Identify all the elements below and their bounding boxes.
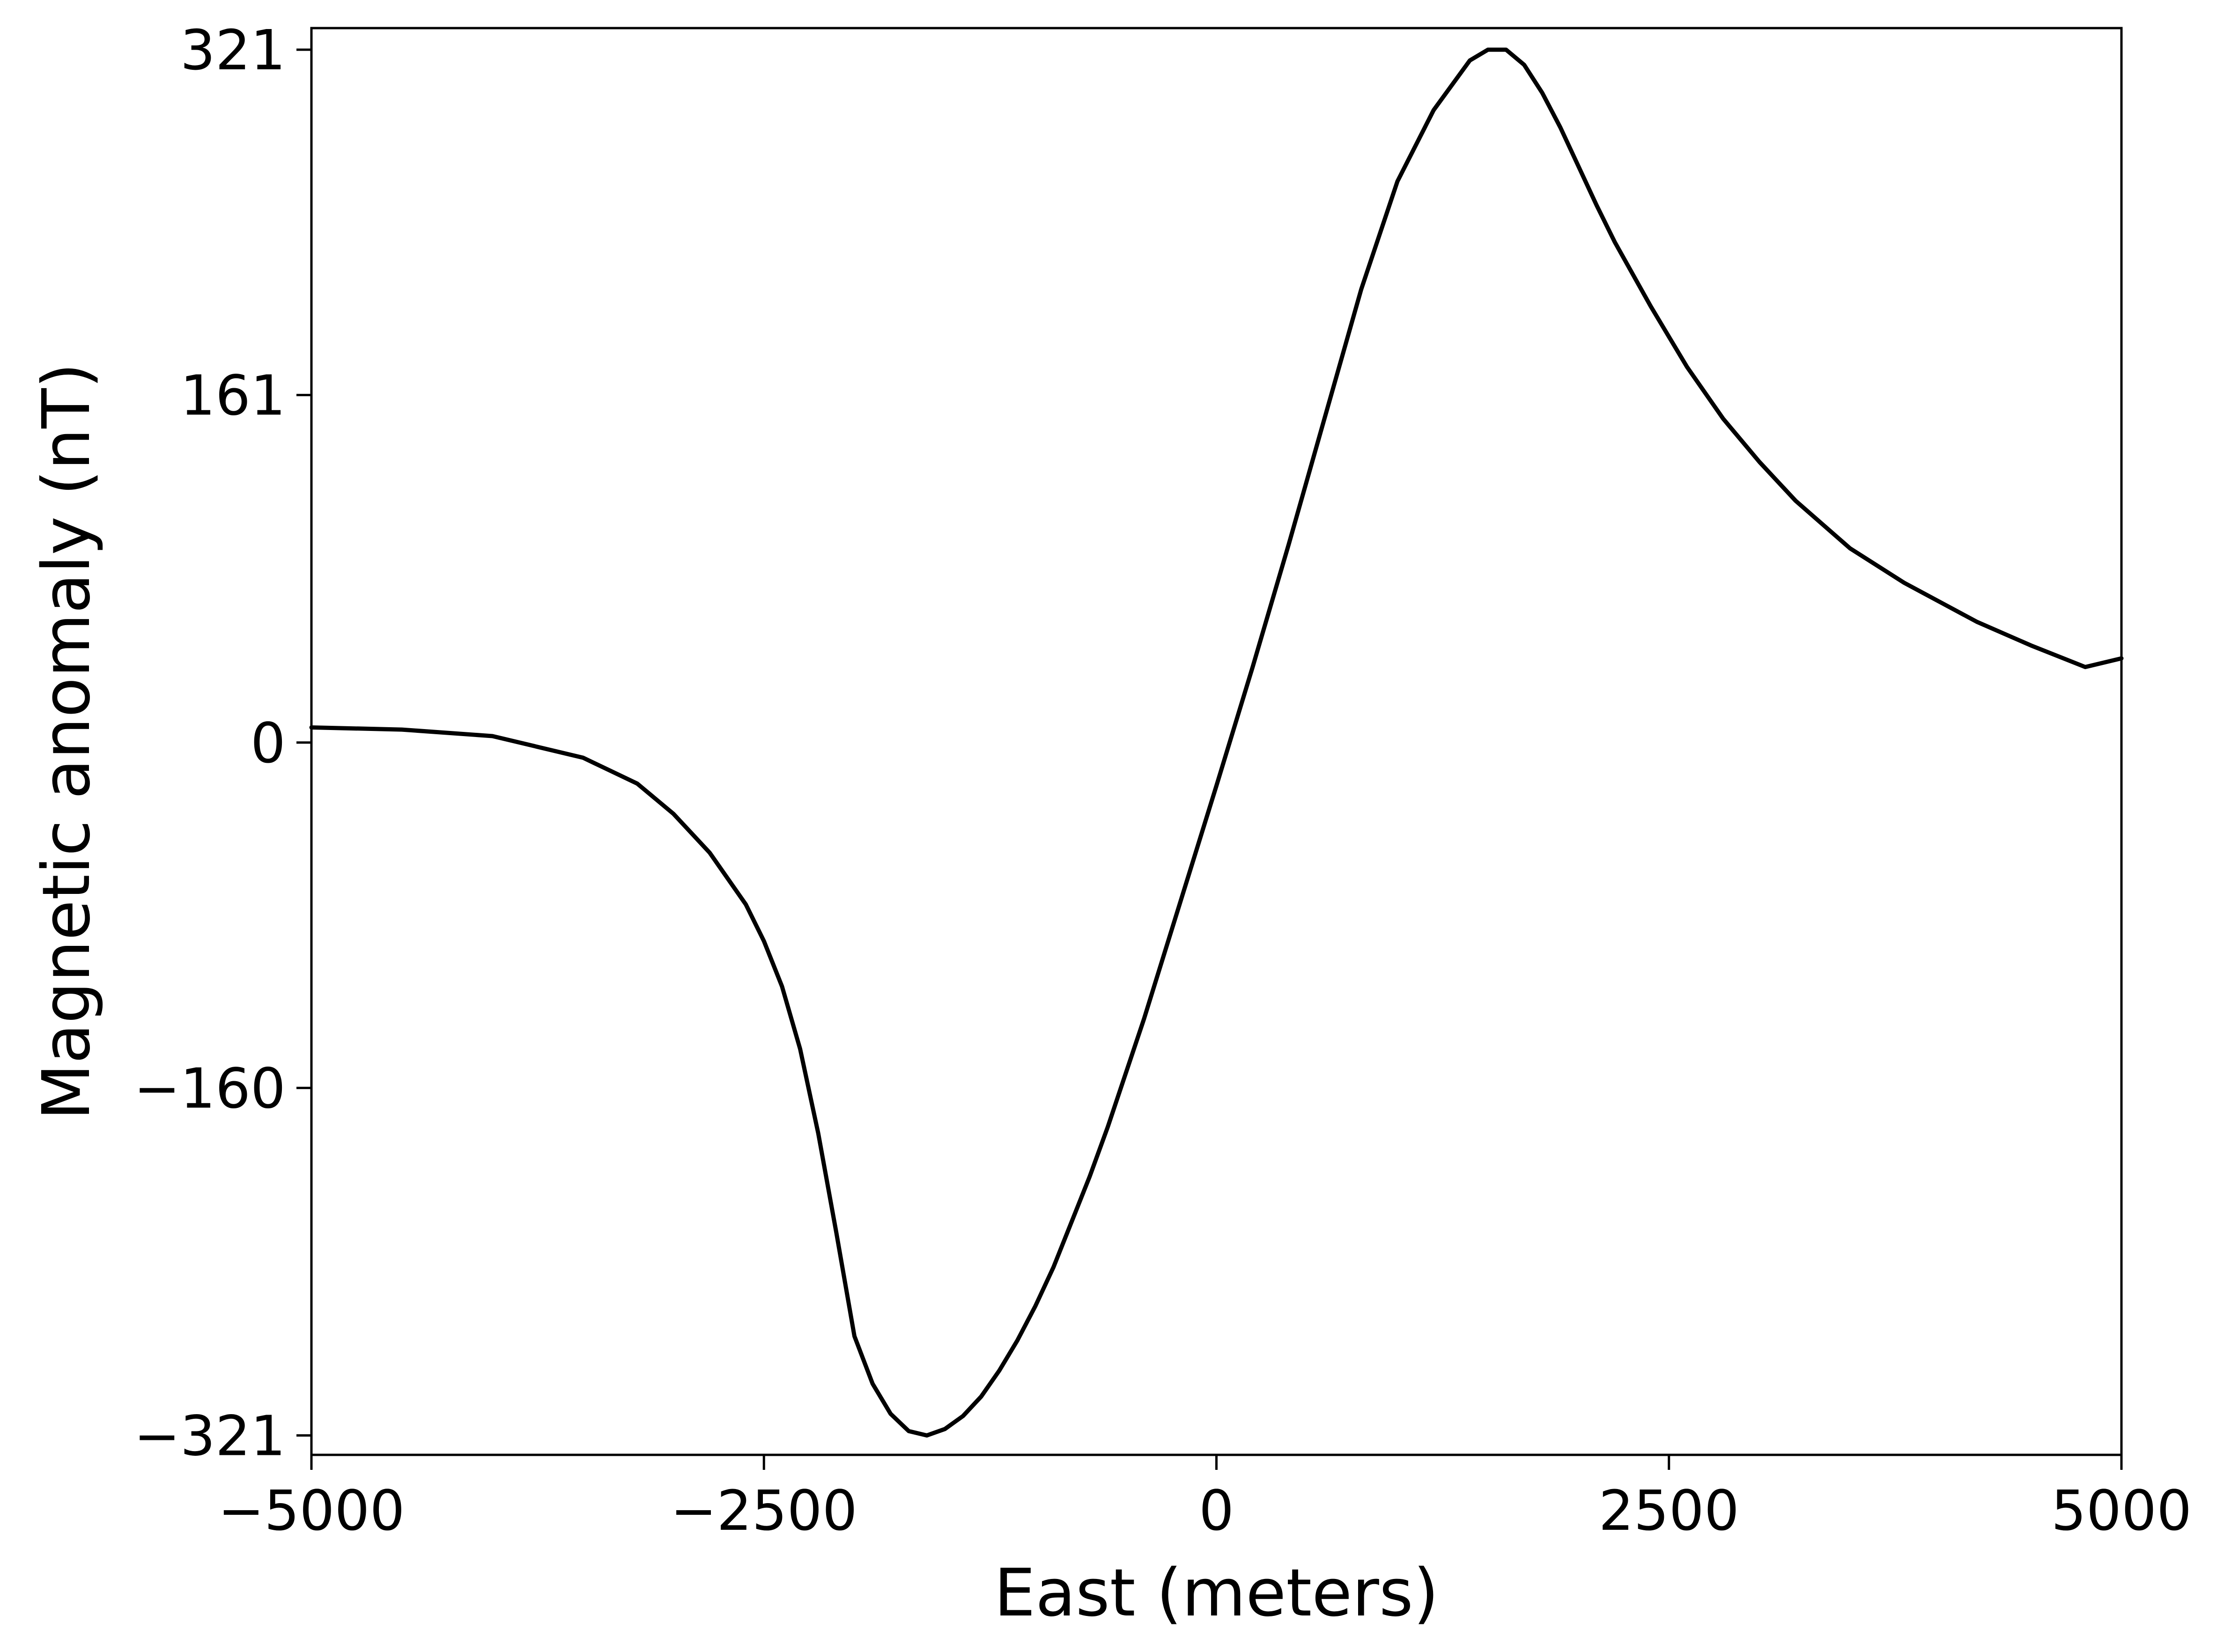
x-tick-label: 5000 (2051, 1478, 2192, 1543)
x-tick-label: 0 (1199, 1478, 1234, 1543)
y-tick-label: −321 (134, 1404, 286, 1468)
x-tick-label: −5000 (218, 1478, 405, 1543)
plot-area-frame (310, 27, 2123, 1456)
y-axis-label: Magnetic anomaly (nT) (29, 363, 105, 1121)
series-line (309, 47, 2124, 1438)
x-axis-label: East (meters) (994, 1555, 1439, 1631)
axis-ticks: −5000 −2500 0 2500 5000 −321 −160 0 161 321 (134, 18, 2192, 1543)
y-tick-label: 161 (180, 363, 286, 428)
x-tick-label: 2500 (1599, 1478, 1739, 1543)
y-tick-label: −160 (134, 1056, 286, 1121)
y-tick-label: 321 (180, 18, 286, 82)
y-tick-label: 0 (251, 711, 286, 775)
x-tick-label: −2500 (671, 1478, 857, 1543)
